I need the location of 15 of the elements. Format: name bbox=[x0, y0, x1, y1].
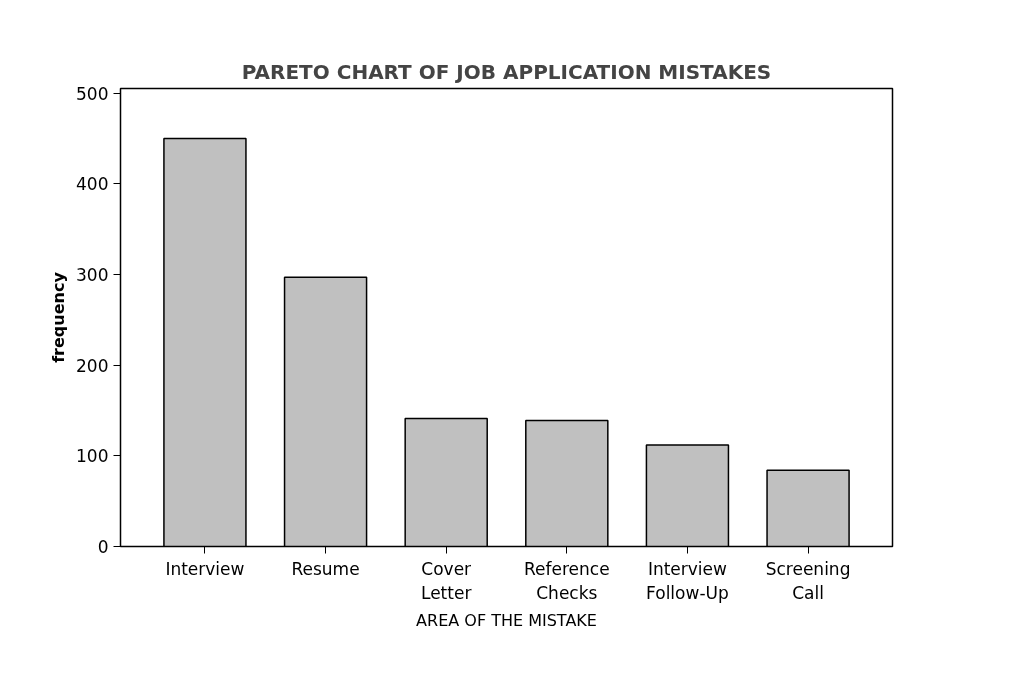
x-tick-label: Cover Letter bbox=[420, 558, 472, 603]
x-tick-label: Interview bbox=[165, 558, 245, 579]
x-axis-title: AREA OF THE MISTAKE bbox=[416, 610, 597, 630]
y-tick-label: 500 bbox=[76, 83, 109, 104]
x-tick-label: Interview Follow-Up bbox=[646, 558, 729, 603]
x-tick-label: Screening Call bbox=[765, 558, 851, 603]
y-tick-label: 200 bbox=[76, 355, 109, 376]
chart-title: PARETO CHART OF JOB APPLICATION MISTAKES bbox=[241, 59, 772, 84]
y-axis-title: frequency bbox=[49, 271, 69, 363]
x-tick-label: Resume bbox=[291, 558, 360, 579]
y-tick-label: 400 bbox=[76, 174, 109, 195]
y-tick-label: 100 bbox=[76, 446, 109, 467]
y-tick-label: 0 bbox=[97, 537, 109, 557]
x-tick-label: Reference Checks bbox=[524, 558, 610, 603]
y-tick-label: 300 bbox=[76, 264, 109, 285]
